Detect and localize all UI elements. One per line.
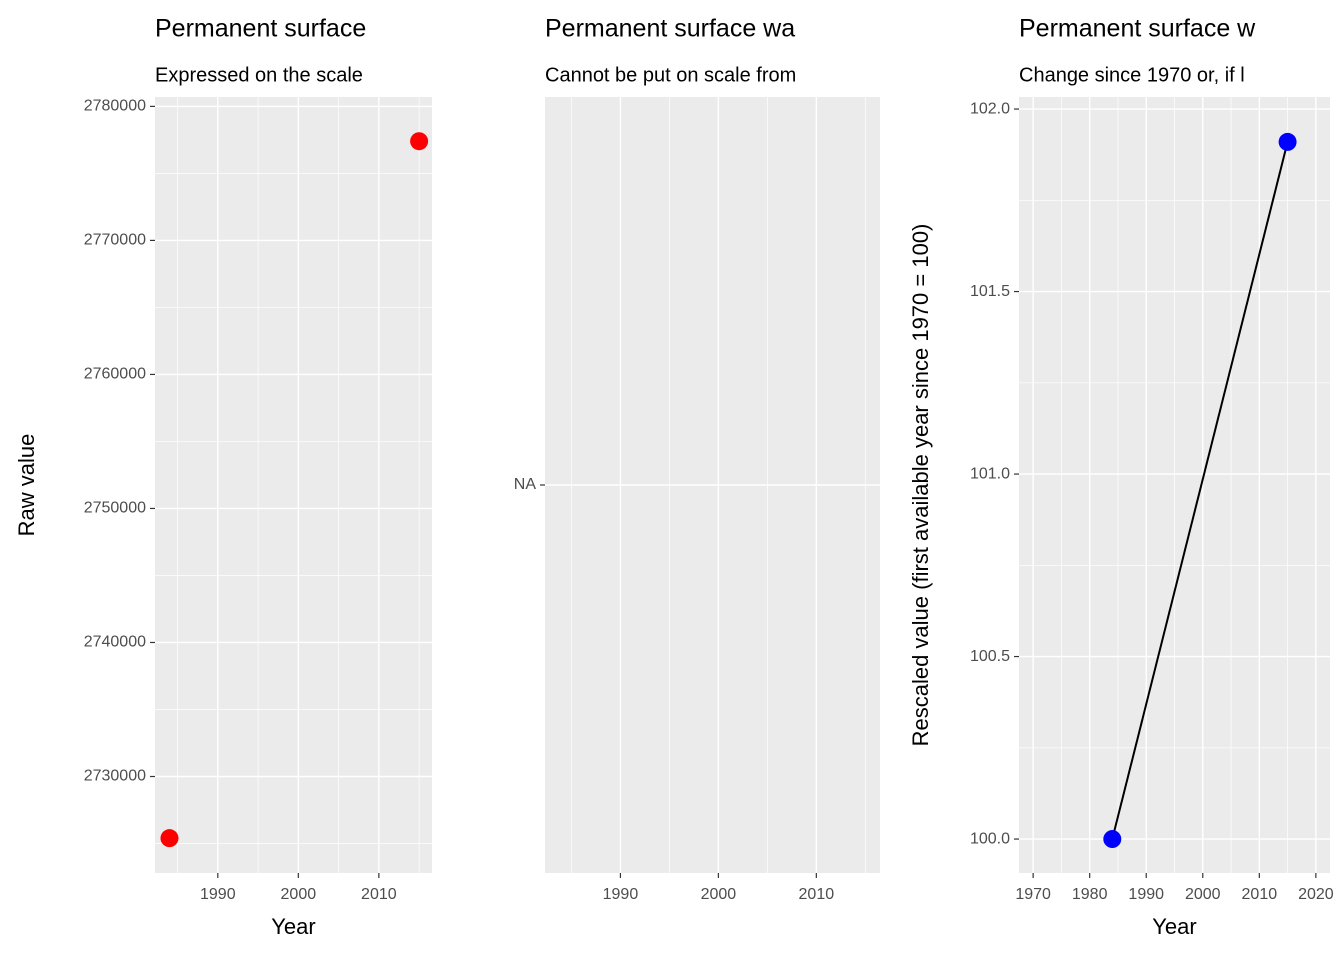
- point: [410, 132, 429, 151]
- x-tick-label: 1990: [200, 886, 236, 903]
- y-tick-label: 2780000: [84, 98, 146, 115]
- y-tick-label: 101.5: [970, 283, 1010, 300]
- x-tick-label: 1990: [603, 886, 639, 903]
- y-tick-label: 100.0: [970, 830, 1010, 847]
- y-tick-label: 2750000: [84, 500, 146, 517]
- y-tick-label: NA: [514, 476, 537, 493]
- titles: Permanent surface wa Cannot be put on sca…: [545, 15, 796, 87]
- x-tick-label: 2010: [361, 886, 397, 903]
- x-tick-label: 2020: [1298, 886, 1334, 903]
- y-tick-label: 102.0: [970, 100, 1010, 117]
- y-axis-title: Raw value: [14, 434, 39, 537]
- chart-subtitle: Cannot be put on scale from: [545, 64, 796, 86]
- line: [1111, 141, 1289, 840]
- y-axis-title: Rescaled value (first available year sin…: [908, 224, 933, 747]
- y-tick-label: 2770000: [84, 232, 146, 249]
- panel-background: [155, 97, 432, 873]
- x-tick-label: 2010: [799, 886, 835, 903]
- x-tick-label: 2000: [701, 886, 737, 903]
- y-tick-label: 2740000: [84, 634, 146, 651]
- point: [1103, 830, 1122, 849]
- x-tick-label: 2010: [1242, 886, 1278, 903]
- point: [1278, 132, 1297, 151]
- titles: Permanent surface w Change since 1970 or,…: [1019, 15, 1256, 87]
- chart-title: Permanent surface wa: [545, 15, 795, 43]
- chart-title: Permanent surface w: [1019, 15, 1256, 43]
- chart-title: Permanent surface: [155, 15, 366, 43]
- x-tick-label: 2000: [1185, 886, 1221, 903]
- y-tick-label: 100.5: [970, 648, 1010, 665]
- x-axis-title: Year: [1152, 914, 1196, 939]
- chart-subtitle: Expressed on the scale: [155, 64, 363, 86]
- x-tick-label: 1980: [1072, 886, 1108, 903]
- y-tick-label: 2760000: [84, 366, 146, 383]
- titles: Permanent surface Expressed on the scale: [155, 15, 366, 87]
- x-tick-label: 1990: [1128, 886, 1164, 903]
- x-tick-label: 1970: [1015, 886, 1051, 903]
- point: [160, 829, 179, 848]
- x-tick-label: 2000: [281, 886, 317, 903]
- chart-subtitle: Change since 1970 or, if l: [1019, 64, 1245, 86]
- y-tick-label: 101.0: [970, 465, 1010, 482]
- x-axis-title: Year: [271, 914, 315, 939]
- y-tick-label: 2730000: [84, 768, 146, 785]
